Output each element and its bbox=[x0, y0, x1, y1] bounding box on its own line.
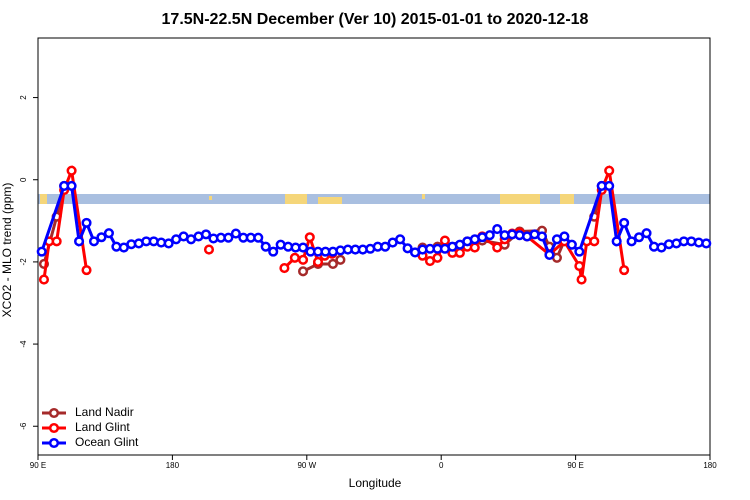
data-point bbox=[88, 236, 100, 247]
chart-title: 17.5N-22.5N December (Ver 10) 2015-01-01… bbox=[162, 11, 589, 28]
data-point bbox=[454, 247, 465, 258]
data-point bbox=[268, 246, 279, 257]
legend-label: Land Nadir bbox=[75, 405, 134, 419]
data-point bbox=[566, 239, 577, 250]
data-point bbox=[544, 249, 555, 260]
x-tick-label: 90 E bbox=[567, 461, 583, 470]
data-point bbox=[492, 242, 503, 253]
y-tick-label: 2 bbox=[19, 95, 28, 100]
data-point bbox=[279, 263, 290, 274]
data-point bbox=[230, 228, 241, 239]
data-point bbox=[604, 165, 615, 176]
data-point bbox=[289, 252, 300, 263]
data-point bbox=[484, 230, 495, 241]
data-point bbox=[701, 238, 712, 249]
data-point bbox=[439, 235, 450, 246]
data-point bbox=[81, 265, 92, 276]
data-point bbox=[298, 254, 309, 265]
data-point bbox=[260, 241, 271, 252]
data-point bbox=[492, 223, 503, 235]
data-point bbox=[38, 274, 50, 285]
data-point bbox=[223, 232, 234, 243]
x-axis-label: Longitude bbox=[349, 476, 402, 490]
legend-label: Ocean Glint bbox=[75, 435, 139, 449]
x-tick-label: 0 bbox=[439, 461, 444, 470]
data-point bbox=[626, 236, 637, 247]
x-tick-label: 180 bbox=[703, 461, 717, 470]
data-point bbox=[312, 256, 324, 267]
data-point bbox=[469, 242, 480, 253]
data-point bbox=[51, 236, 62, 247]
y-tick-label: -2 bbox=[19, 258, 28, 266]
legend-marker bbox=[48, 437, 60, 449]
legend-label: Land Glint bbox=[75, 420, 130, 434]
data-point bbox=[327, 258, 338, 270]
data-point bbox=[163, 238, 174, 249]
x-tick-label: 90 E bbox=[30, 461, 46, 470]
data-point bbox=[432, 252, 443, 263]
data-point bbox=[402, 243, 413, 254]
data-point bbox=[81, 217, 92, 228]
map-strip bbox=[38, 194, 710, 204]
data-point bbox=[536, 231, 548, 242]
data-point bbox=[641, 228, 652, 239]
data-point bbox=[576, 274, 587, 285]
data-point bbox=[395, 234, 406, 245]
data-point bbox=[298, 242, 309, 253]
data-point bbox=[74, 236, 85, 247]
data-point bbox=[380, 241, 391, 252]
data-point bbox=[298, 266, 309, 277]
data-point bbox=[304, 232, 315, 243]
data-point bbox=[634, 232, 645, 243]
data-point bbox=[559, 231, 570, 242]
data-point bbox=[103, 228, 114, 239]
data-point bbox=[66, 165, 77, 176]
y-axis-label: XCO2 - MLO trend (ppm) bbox=[0, 183, 14, 318]
data-point bbox=[200, 229, 212, 240]
x-tick-label: 180 bbox=[166, 461, 180, 470]
data-point bbox=[604, 180, 615, 191]
legend-marker bbox=[48, 407, 60, 419]
data-point bbox=[253, 232, 264, 243]
data-point bbox=[611, 236, 622, 247]
y-tick-label: -4 bbox=[19, 340, 28, 348]
data-point bbox=[589, 236, 600, 247]
data-point bbox=[36, 246, 47, 257]
data-point bbox=[574, 260, 585, 272]
legend-marker bbox=[48, 422, 60, 434]
data-point bbox=[203, 244, 215, 255]
data-point bbox=[619, 217, 630, 228]
data-point bbox=[574, 246, 585, 257]
data-point bbox=[96, 232, 107, 243]
y-tick-label: 0 bbox=[19, 177, 28, 182]
y-tick-label: -6 bbox=[19, 422, 28, 430]
data-point bbox=[66, 180, 77, 191]
data-point bbox=[335, 254, 346, 265]
data-point bbox=[619, 265, 630, 276]
x-tick-label: 90 W bbox=[297, 461, 316, 470]
